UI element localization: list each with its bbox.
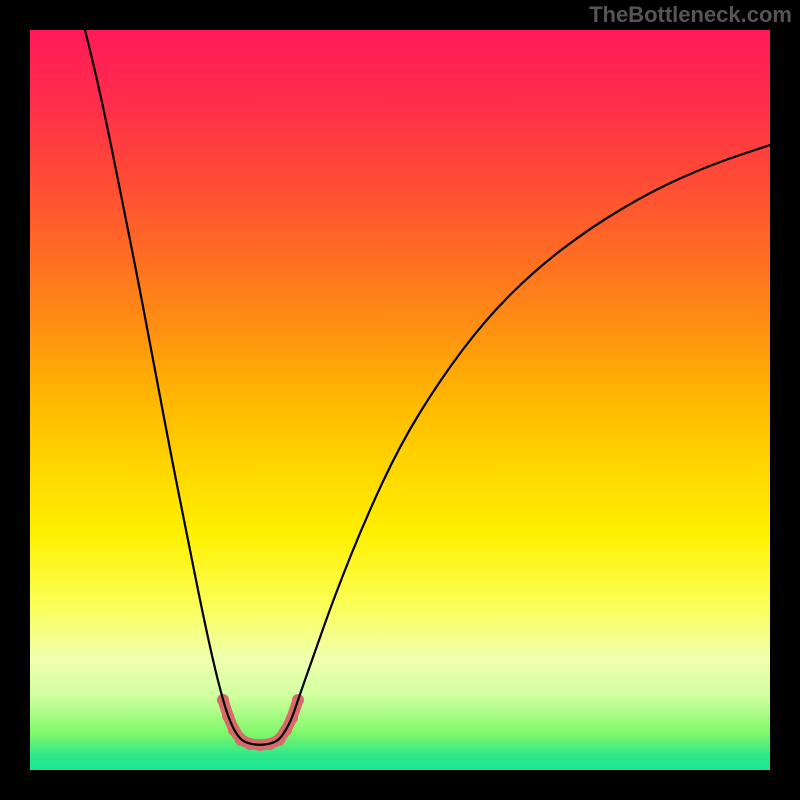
- watermark-text: TheBottleneck.com: [589, 2, 792, 28]
- chart-container: TheBottleneck.com: [0, 0, 800, 800]
- bottleneck-chart: [0, 0, 800, 800]
- gradient-background: [30, 30, 770, 770]
